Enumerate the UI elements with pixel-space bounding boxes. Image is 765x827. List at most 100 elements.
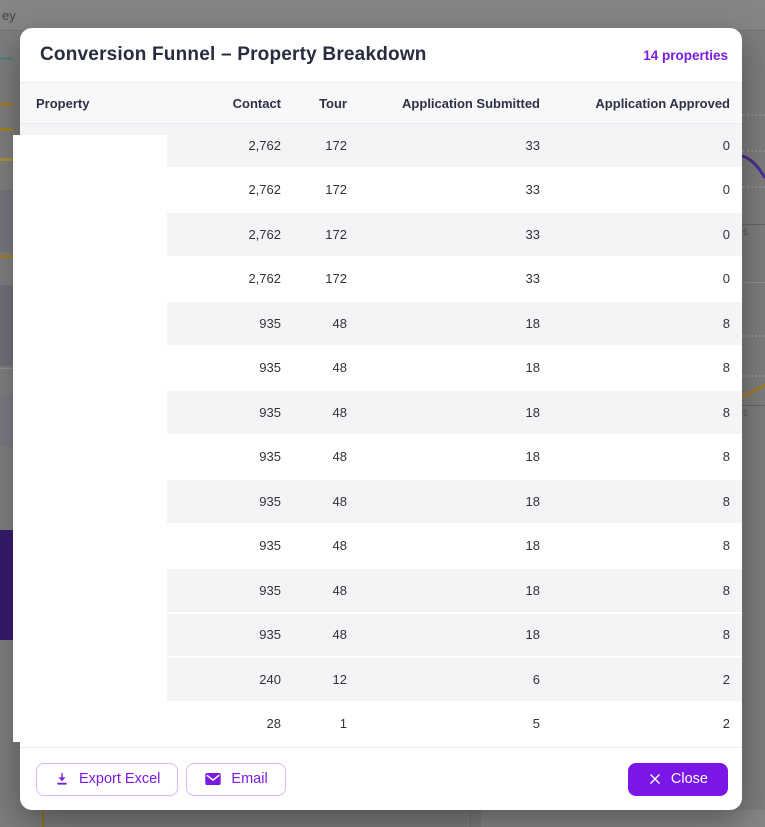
background-panel-fragment xyxy=(0,396,13,446)
background-gridline xyxy=(742,375,765,377)
cell-application-approved: 8 xyxy=(722,449,730,465)
background-panel-fragment xyxy=(0,190,13,252)
background-divider xyxy=(0,368,13,369)
cell-tour: 48 xyxy=(332,360,347,376)
background-axis-tick: 6 xyxy=(742,408,748,418)
cell-application-submitted: 6 xyxy=(532,671,540,687)
cell-tour: 48 xyxy=(332,449,347,465)
background-purple-curve xyxy=(742,154,765,179)
cell-tour: 48 xyxy=(332,493,347,509)
background-orange-curve xyxy=(742,383,765,399)
cell-application-approved: 8 xyxy=(722,404,730,420)
column-header-contact: Contact xyxy=(232,95,281,111)
cell-application-approved: 2 xyxy=(722,716,730,732)
cell-contact: 935 xyxy=(259,582,281,598)
export-excel-label: Export Excel xyxy=(79,771,161,787)
cell-tour: 172 xyxy=(325,182,347,198)
cell-application-approved: 0 xyxy=(722,182,730,198)
cell-contact: 28 xyxy=(266,716,281,732)
cell-tour: 12 xyxy=(332,671,347,687)
background-gridline xyxy=(742,186,765,188)
cell-application-submitted: 18 xyxy=(525,449,540,465)
cell-application-submitted: 18 xyxy=(525,315,540,331)
email-label: Email xyxy=(231,771,268,787)
cell-tour: 48 xyxy=(332,538,347,554)
background-panel-fragment xyxy=(0,285,13,366)
cell-application-approved: 8 xyxy=(722,538,730,554)
background-gridline xyxy=(742,114,765,116)
close-label: Close xyxy=(670,771,708,787)
cell-application-submitted: 33 xyxy=(525,137,540,153)
cell-application-submitted: 33 xyxy=(525,226,540,242)
cell-tour: 172 xyxy=(325,137,347,153)
download-icon xyxy=(54,771,70,787)
modal-footer: Export Excel Email Close xyxy=(20,747,742,810)
cell-application-approved: 8 xyxy=(722,582,730,598)
cell-tour: 172 xyxy=(325,226,347,242)
cell-tour: 48 xyxy=(332,404,347,420)
cell-application-approved: 0 xyxy=(722,226,730,242)
cell-application-approved: 0 xyxy=(722,271,730,287)
cell-application-approved: 8 xyxy=(722,493,730,509)
cell-application-submitted: 18 xyxy=(525,404,540,420)
background-axis-line xyxy=(742,405,765,406)
envelope-icon xyxy=(204,772,222,786)
close-icon xyxy=(648,772,662,786)
export-excel-button[interactable]: Export Excel xyxy=(36,762,179,796)
cell-tour: 48 xyxy=(332,627,347,643)
cell-contact: 935 xyxy=(259,449,281,465)
cell-tour: 48 xyxy=(332,315,347,331)
column-header-property: Property xyxy=(36,95,90,111)
cell-application-submitted: 18 xyxy=(525,538,540,554)
cell-contact: 935 xyxy=(259,627,281,643)
cell-contact: 935 xyxy=(259,538,281,554)
background-orange-line xyxy=(0,128,13,131)
background-olive-line xyxy=(42,812,44,827)
background-axis-tick: 6 xyxy=(742,227,748,237)
modal-header: Conversion Funnel – Property Breakdown 1… xyxy=(20,28,742,83)
cell-application-submitted: 5 xyxy=(532,716,540,732)
cell-application-approved: 8 xyxy=(722,315,730,331)
cell-application-submitted: 18 xyxy=(525,360,540,376)
cell-application-approved: 8 xyxy=(722,627,730,643)
email-button[interactable]: Email xyxy=(186,762,286,796)
cell-contact: 935 xyxy=(259,404,281,420)
cell-application-approved: 0 xyxy=(722,137,730,153)
cell-application-submitted: 33 xyxy=(525,182,540,198)
cell-tour: 172 xyxy=(325,271,347,287)
table-header-row: Property Contact Tour Application Submit… xyxy=(20,83,742,124)
cell-application-submitted: 18 xyxy=(525,627,540,643)
cell-contact: 2,762 xyxy=(248,271,281,287)
background-divider xyxy=(742,282,765,283)
cell-tour: 48 xyxy=(332,582,347,598)
cell-contact: 2,762 xyxy=(248,137,281,153)
background-teal-line xyxy=(0,57,13,60)
redaction-overlay xyxy=(13,135,167,742)
cell-application-approved: 8 xyxy=(722,360,730,376)
cell-tour: 1 xyxy=(339,716,347,732)
background-top-bar xyxy=(0,0,765,31)
cell-contact: 2,762 xyxy=(248,226,281,242)
background-divider xyxy=(470,810,471,827)
cell-application-approved: 2 xyxy=(722,671,730,687)
background-axis-line xyxy=(742,224,765,225)
background-orange-line xyxy=(0,255,13,258)
background-yellow-line xyxy=(0,158,13,161)
cell-application-submitted: 33 xyxy=(525,271,540,287)
close-button[interactable]: Close xyxy=(627,762,728,796)
background-orange-line xyxy=(0,103,13,106)
background-clipped-heading: ey xyxy=(2,8,16,23)
modal-title: Conversion Funnel – Property Breakdown xyxy=(40,44,427,65)
column-header-tour: Tour xyxy=(319,95,347,111)
cell-contact: 240 xyxy=(259,671,281,687)
column-header-application-submitted: Application Submitted xyxy=(402,95,540,111)
background-purple-block xyxy=(0,530,13,640)
column-header-application-approved: Application Approved xyxy=(595,95,730,111)
cell-contact: 935 xyxy=(259,315,281,331)
properties-count-badge: 14 properties xyxy=(643,47,728,63)
background-gridline xyxy=(742,335,765,337)
cell-contact: 935 xyxy=(259,360,281,376)
cell-contact: 2,762 xyxy=(248,182,281,198)
cell-application-submitted: 18 xyxy=(525,493,540,509)
background-gridline xyxy=(742,150,765,152)
